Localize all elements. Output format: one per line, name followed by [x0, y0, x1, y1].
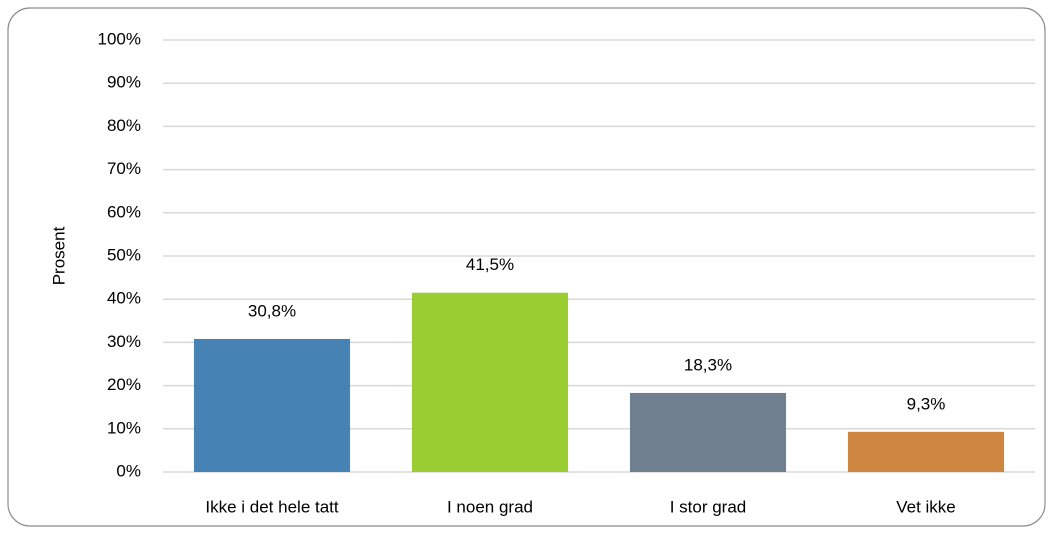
y-axis-label: Prosent	[49, 226, 68, 285]
y-tick-label: 20%	[107, 375, 141, 394]
y-tick-label: 90%	[107, 73, 141, 92]
data-label: 41,5%	[466, 255, 514, 274]
bar	[847, 431, 1005, 472]
data-label: 9,3%	[907, 394, 946, 413]
x-tick-label: Vet ikke	[896, 497, 956, 516]
y-tick-label: 10%	[107, 418, 141, 437]
y-tick-label: 0%	[116, 461, 141, 480]
data-label: 30,8%	[248, 301, 296, 320]
x-tick-label: I noen grad	[447, 497, 533, 516]
data-label: 18,3%	[684, 355, 732, 374]
x-tick-label: I stor grad	[670, 497, 747, 516]
y-tick-label: 80%	[107, 116, 141, 135]
bar	[411, 292, 569, 472]
y-tick-label: 30%	[107, 332, 141, 351]
y-tick-label: 50%	[107, 245, 141, 264]
y-tick-label: 100%	[98, 29, 141, 48]
y-tick-label: 40%	[107, 289, 141, 308]
y-tick-label: 70%	[107, 159, 141, 178]
y-tick-label: 60%	[107, 202, 141, 221]
bar	[193, 338, 351, 472]
bar	[629, 392, 787, 472]
x-tick-label: Ikke i det hele tatt	[205, 497, 339, 516]
